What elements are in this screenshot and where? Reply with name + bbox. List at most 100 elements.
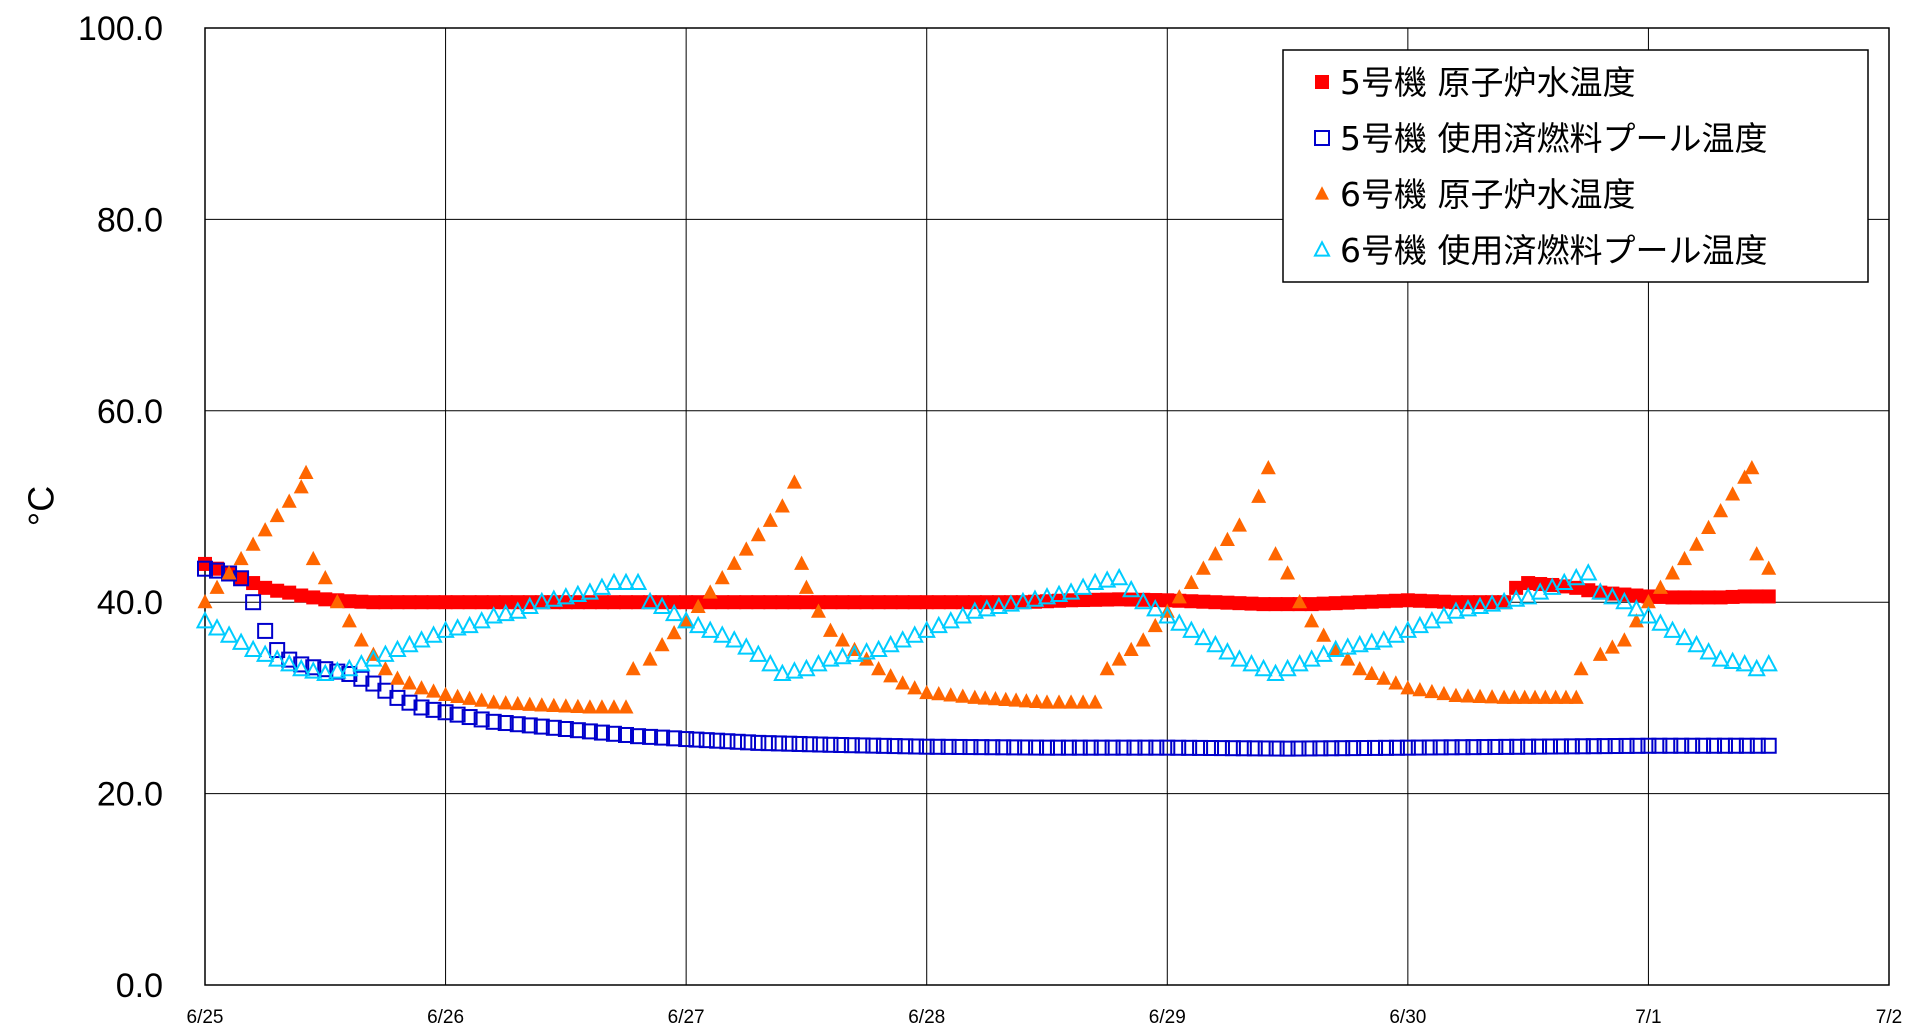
x-tick-label: 7/2 xyxy=(1876,1007,1902,1028)
data-point xyxy=(1563,738,1580,755)
data-point xyxy=(1376,670,1392,685)
data-point xyxy=(378,595,393,610)
data-point xyxy=(414,595,429,610)
data-point xyxy=(580,582,600,600)
data-point xyxy=(1424,683,1440,699)
data-point xyxy=(977,598,997,617)
data-point xyxy=(243,639,263,658)
data-point xyxy=(1278,658,1297,677)
data-point xyxy=(1203,740,1220,757)
legend-marker xyxy=(1313,240,1331,257)
data-point xyxy=(1735,654,1754,672)
data-point xyxy=(606,595,621,610)
data-point xyxy=(871,595,886,610)
data-point xyxy=(955,688,971,703)
data-point xyxy=(973,739,990,756)
data-point xyxy=(774,498,790,513)
data-point xyxy=(907,680,923,695)
data-point xyxy=(931,595,946,610)
data-point xyxy=(366,595,381,610)
data-point xyxy=(1388,593,1403,608)
data-point xyxy=(438,595,453,610)
data-point xyxy=(1421,739,1438,756)
data-point xyxy=(1376,594,1391,609)
data-point xyxy=(413,699,430,716)
data-point xyxy=(1400,593,1415,608)
data-point xyxy=(521,717,538,734)
data-point xyxy=(929,738,946,755)
data-point xyxy=(268,649,287,667)
data-point xyxy=(1701,519,1717,535)
data-point xyxy=(995,739,1012,756)
data-point xyxy=(1629,737,1646,754)
data-point xyxy=(1254,658,1273,677)
data-point xyxy=(255,644,275,662)
data-point xyxy=(198,556,212,571)
data-point xyxy=(1716,737,1733,754)
data-point xyxy=(1744,459,1760,475)
data-point xyxy=(1082,739,1099,756)
data-point xyxy=(412,630,431,648)
data-point xyxy=(328,661,347,679)
data-point xyxy=(1759,654,1778,672)
data-point xyxy=(1123,641,1139,657)
data-point xyxy=(1506,689,1522,704)
data-point xyxy=(1581,583,1596,598)
data-point xyxy=(953,606,972,624)
data-point xyxy=(1545,577,1560,592)
data-point xyxy=(1364,665,1380,680)
data-point xyxy=(809,654,828,672)
data-point xyxy=(786,474,802,489)
data-point xyxy=(545,719,562,736)
data-point xyxy=(257,522,273,537)
data-point xyxy=(1443,739,1460,756)
data-point xyxy=(1487,738,1504,755)
y-tick-label: 80.0 xyxy=(97,201,163,239)
data-point xyxy=(1017,739,1034,756)
data-point xyxy=(931,686,947,701)
data-point xyxy=(1367,739,1384,756)
data-point xyxy=(951,738,968,755)
data-point xyxy=(508,601,527,619)
data-point xyxy=(1314,644,1333,662)
data-point xyxy=(1073,577,1093,595)
data-point xyxy=(1410,615,1430,634)
data-point xyxy=(1076,593,1091,608)
data-point xyxy=(592,577,612,595)
data-point xyxy=(219,625,239,643)
data-point xyxy=(1268,740,1285,757)
data-point xyxy=(847,595,862,610)
data-point xyxy=(1158,606,1177,624)
data-point xyxy=(955,595,970,610)
data-point xyxy=(1651,737,1668,754)
data-point xyxy=(881,634,900,653)
data-point xyxy=(895,595,910,610)
data-point xyxy=(1135,632,1151,647)
data-point xyxy=(486,595,501,610)
data-point xyxy=(294,588,309,603)
data-point xyxy=(1251,488,1267,503)
data-point xyxy=(269,642,286,659)
data-point xyxy=(1454,739,1471,756)
legend-label: 5号機 使用済燃料プール温度 xyxy=(1340,119,1768,158)
data-point xyxy=(1618,737,1635,754)
data-point xyxy=(1364,594,1379,609)
data-point xyxy=(1075,694,1091,709)
data-point xyxy=(1170,613,1189,631)
data-point xyxy=(1527,689,1543,704)
data-point xyxy=(1266,663,1285,681)
data-point xyxy=(306,590,321,605)
data-point xyxy=(1616,632,1632,647)
y-tick-label: 60.0 xyxy=(97,393,163,431)
data-point xyxy=(1377,739,1394,756)
data-point xyxy=(438,686,454,702)
data-point xyxy=(943,595,958,610)
data-point xyxy=(823,595,838,610)
data-point xyxy=(257,622,274,639)
data-point xyxy=(895,675,911,690)
data-point xyxy=(1029,693,1045,709)
data-point xyxy=(642,728,659,745)
data-point xyxy=(642,651,658,666)
x-tick-label: 6/26 xyxy=(427,1007,464,1028)
data-point xyxy=(1195,560,1211,575)
